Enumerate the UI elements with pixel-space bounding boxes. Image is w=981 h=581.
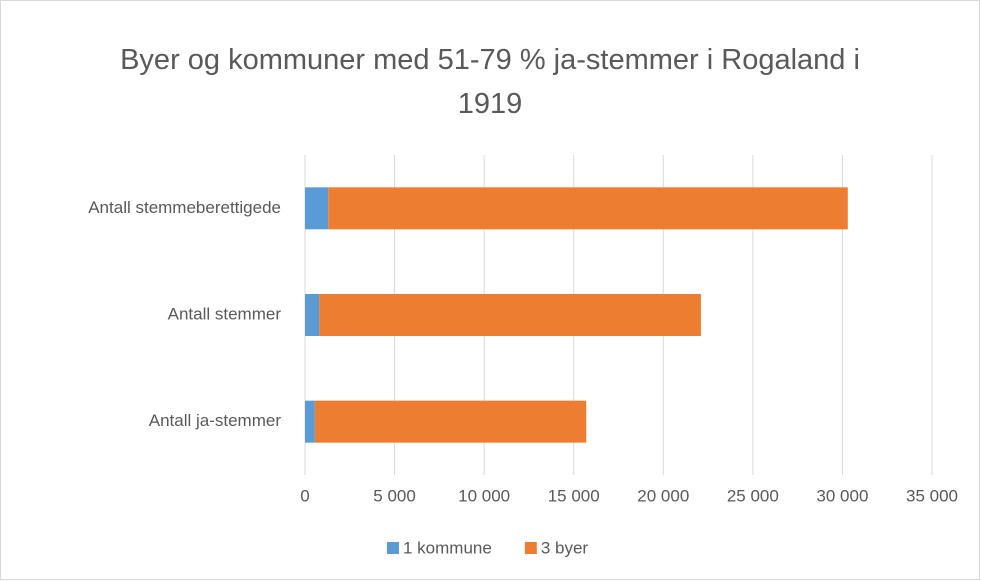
x-tick-label: 5 000 — [373, 486, 416, 505]
y-tick-label: Antall stemmeberettigede — [88, 198, 281, 217]
x-tick-label: 25 000 — [727, 486, 779, 505]
x-tick-label: 35 000 — [906, 486, 958, 505]
bar-segment — [328, 187, 848, 230]
y-tick-label: Antall ja-stemmer — [149, 411, 282, 430]
legend-label: 1 kommune — [403, 538, 492, 557]
legend-swatch — [524, 542, 537, 554]
bar-segment — [305, 294, 320, 336]
x-tick-label: 15 000 — [548, 486, 600, 505]
legend-swatch — [387, 542, 399, 554]
bar-segment — [305, 400, 315, 443]
x-tick-label: 20 000 — [637, 486, 689, 505]
y-tick-label: Antall stemmer — [168, 304, 282, 323]
x-tick-label: 0 — [300, 486, 309, 505]
x-tick-label: 30 000 — [816, 486, 868, 505]
chart-title: Byer og kommuner med 51-79 % ja-stemmer … — [120, 44, 860, 120]
bar-segment — [314, 400, 587, 443]
bar-segment — [319, 294, 701, 336]
x-tick-label: 10 000 — [458, 486, 510, 505]
legend-label: 3 byer — [541, 538, 589, 557]
bar-segment — [305, 187, 329, 230]
